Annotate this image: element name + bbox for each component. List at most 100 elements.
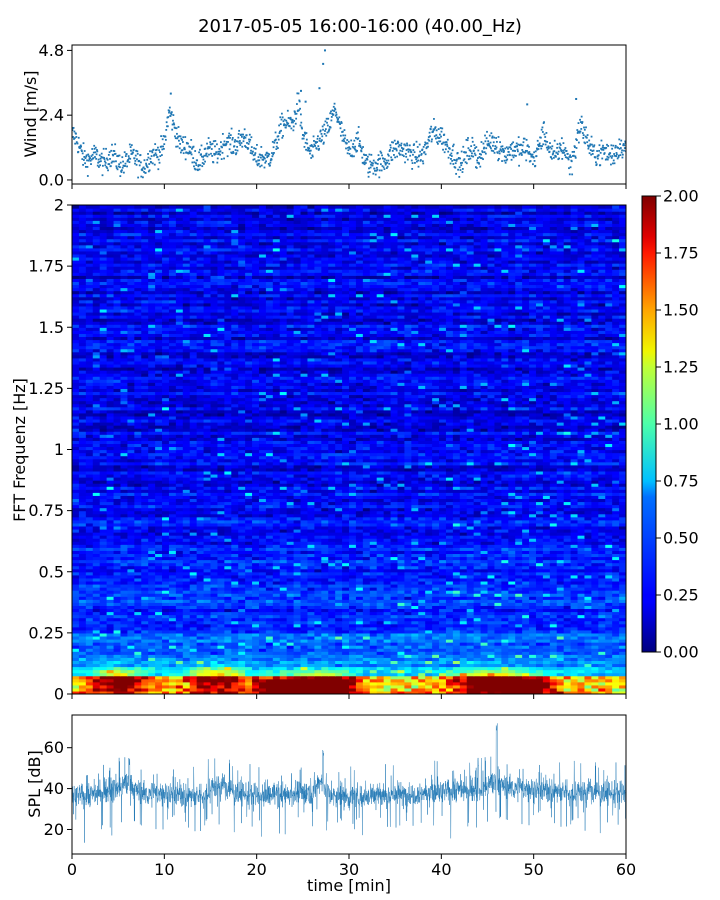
wind-point [376,168,379,171]
spectrogram-cell [175,620,184,625]
spectrogram-cell [432,571,440,576]
spectrogram-cell [459,626,468,631]
spectrogram-cell [314,642,322,646]
spectrogram-cell [411,648,419,652]
wind-point [439,140,442,143]
wind-point [355,132,358,135]
spectrogram-cell [535,660,544,665]
spectrogram-cell [494,629,502,634]
spectrogram-cell [501,626,509,631]
spectrogram-cell [542,654,551,658]
spectrogram-cell [210,666,219,671]
spectrogram-cell [245,681,253,686]
spectrogram-cell [342,675,350,680]
wind-point [394,156,397,159]
spectrogram-cell [307,632,315,637]
wind-point [385,162,387,165]
wind-point [490,147,492,150]
spectrogram-cell [494,577,502,582]
wind-point [544,136,547,138]
spectrogram-cell [72,651,80,655]
spectrogram-cell [556,605,565,610]
wind-point [491,136,494,139]
spectrogram-cell [272,684,281,689]
wind-point [256,163,259,166]
spectrogram-cell [473,583,482,588]
spectrogram-cell [577,629,586,634]
wind-point [88,158,91,161]
spectrogram-cell [162,596,170,600]
spectrogram-cell [134,623,142,628]
wind-point [329,112,332,115]
spectrogram-cell [272,635,281,640]
wind-point [558,142,561,145]
spectrogram-cell [258,663,267,668]
wind-point [546,140,549,143]
spectrogram-cell [293,684,302,689]
spectrogram-cell [168,642,177,646]
spectrogram-cell [203,587,212,591]
spectrogram-cell [487,663,496,668]
spectrogram-cell [591,608,599,613]
spectrogram-cell [619,642,626,646]
wind-point [503,159,506,162]
spectrogram-cell [134,660,142,665]
spectrogram-cell [279,681,288,686]
spectrogram-cell [203,660,212,665]
wind-point [449,154,452,156]
spectrogram-cell [155,608,163,613]
spectrogram-cell [335,593,343,597]
spectrogram-cell [549,617,558,622]
spectrogram-cell [404,599,412,603]
wind-point [184,136,187,138]
spectrogram-cell [162,611,170,616]
spectrogram-cell [383,629,392,634]
wind-point [332,113,335,116]
spectrogram-cell [335,568,343,573]
spectrogram-cell [286,690,295,694]
spectrogram-cell [272,596,281,600]
spectrogram-cell [300,681,309,686]
spectrogram-cell [148,587,156,591]
spectrogram-cell [598,583,606,588]
spectrogram-cell [106,654,115,658]
spectrogram-cell [619,611,626,616]
spectrogram-cell [134,599,142,603]
spectrogram-cell [272,568,281,573]
wind-point [205,152,208,155]
spectrogram-cell [286,577,295,582]
wind-point [448,147,451,150]
spectrogram-cell [217,599,225,603]
wind-point [534,150,537,153]
spectrogram-cell [542,678,551,683]
spectrogram-cell [349,620,357,625]
spectrogram-cell [99,675,108,680]
spectrogram-cell [272,663,281,668]
spectrogram-cell [99,620,108,625]
wind-point [610,144,613,147]
spectrogram-cell [175,675,184,680]
wind-point [144,171,147,174]
spectrogram-cell [155,690,163,694]
wind-point [136,150,139,153]
spectrogram-cell [155,580,163,585]
spectrogram-cell [342,645,350,649]
spectrogram-cell [272,666,281,671]
spectrogram-cell [515,580,523,585]
spectrogram-cell [466,642,475,646]
spectrogram-cell [584,672,592,677]
spectrogram-cell [605,684,613,689]
spectrogram-cell [321,684,329,689]
spectrogram-cell [286,596,295,600]
spectrogram-cell [598,574,606,579]
spectrogram-cell [182,678,191,683]
spectrogram-cell [321,663,329,668]
spectrogram-cell [466,660,475,665]
spectrogram-cell [383,648,392,652]
spectrogram-cell [612,599,620,603]
spectrogram-cell [542,587,551,591]
wind-point [613,153,616,155]
spectrogram-cell [300,614,309,619]
spectrogram-cell [286,608,295,613]
spectrogram-cell [231,666,239,671]
